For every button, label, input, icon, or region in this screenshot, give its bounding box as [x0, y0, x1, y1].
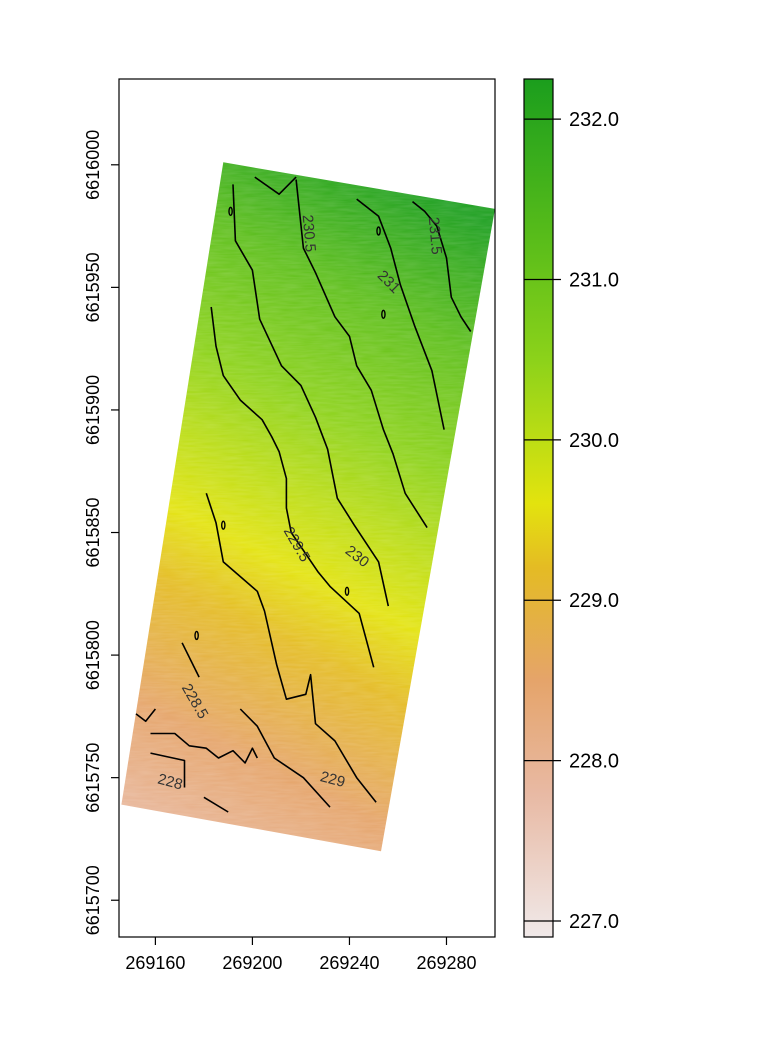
contour-label: 230.5: [299, 214, 319, 253]
x-axis: 269160 269200 269240 269280: [125, 937, 477, 973]
crop-row-texture: [121, 162, 495, 852]
y-axis: 6615700 6615750 6615800 6615850 6615900 66159…: [83, 130, 119, 935]
x-tick-label: 269200: [222, 953, 282, 973]
contour-line: [254, 176, 297, 195]
y-tick-label: 6615950: [83, 252, 103, 322]
contour-lines: [135, 176, 472, 813]
contour-blob: [194, 630, 199, 641]
y-tick-label: 6615900: [83, 375, 103, 445]
y-tick-label: 6615750: [83, 743, 103, 813]
contour-line: [135, 708, 157, 723]
contour-line: [150, 732, 259, 764]
colorbar-gradient: [524, 79, 553, 937]
colorbar-tick-label: 228.0: [569, 751, 619, 773]
colorbar-frame: [523, 78, 554, 938]
colorbar-legend: 227.0 228.0 229.0 230.0 231.0 232.0: [523, 78, 619, 938]
contour-label: 231.5: [425, 216, 445, 255]
contour-label: 228: [156, 771, 185, 794]
contour-line: [181, 642, 200, 678]
y-tick-label: 6615850: [83, 497, 103, 567]
elevation-raster: [121, 162, 496, 852]
contour-line: [205, 493, 377, 803]
contour-blob: [221, 520, 226, 530]
x-tick-label: 269280: [416, 953, 476, 973]
contour-blob: [381, 309, 386, 320]
y-tick-label: 6615800: [83, 620, 103, 690]
plot-frame: [118, 78, 496, 938]
contour-line: [232, 184, 390, 607]
contour-line: [356, 198, 445, 430]
contour-blob: [228, 206, 233, 217]
colorbar-tick-label: 230.0: [569, 430, 619, 452]
colorbar-tick-label: 229.0: [569, 590, 619, 612]
x-tick-label: 269240: [319, 953, 379, 973]
contour-blob: [344, 586, 350, 597]
contour-line: [295, 179, 428, 529]
contour-blob: [376, 226, 381, 236]
contour-label: 229: [318, 768, 347, 791]
colorbar-tick-label: 231.0: [569, 269, 619, 291]
contour-line: [203, 796, 229, 813]
y-tick-label: 6615700: [83, 865, 103, 935]
contour-line: [239, 708, 331, 808]
colorbar-tick-label: 227.0: [569, 911, 619, 933]
contour-line: [411, 200, 472, 332]
colorbar-ticks: 227.0 228.0 229.0 230.0 231.0 232.0: [524, 109, 619, 933]
x-tick-label: 269160: [125, 953, 185, 973]
y-tick-label: 6616000: [83, 130, 103, 200]
contour-line: [150, 752, 186, 788]
contour-line: [210, 306, 375, 668]
colorbar-tick-label: 232.0: [569, 109, 619, 131]
